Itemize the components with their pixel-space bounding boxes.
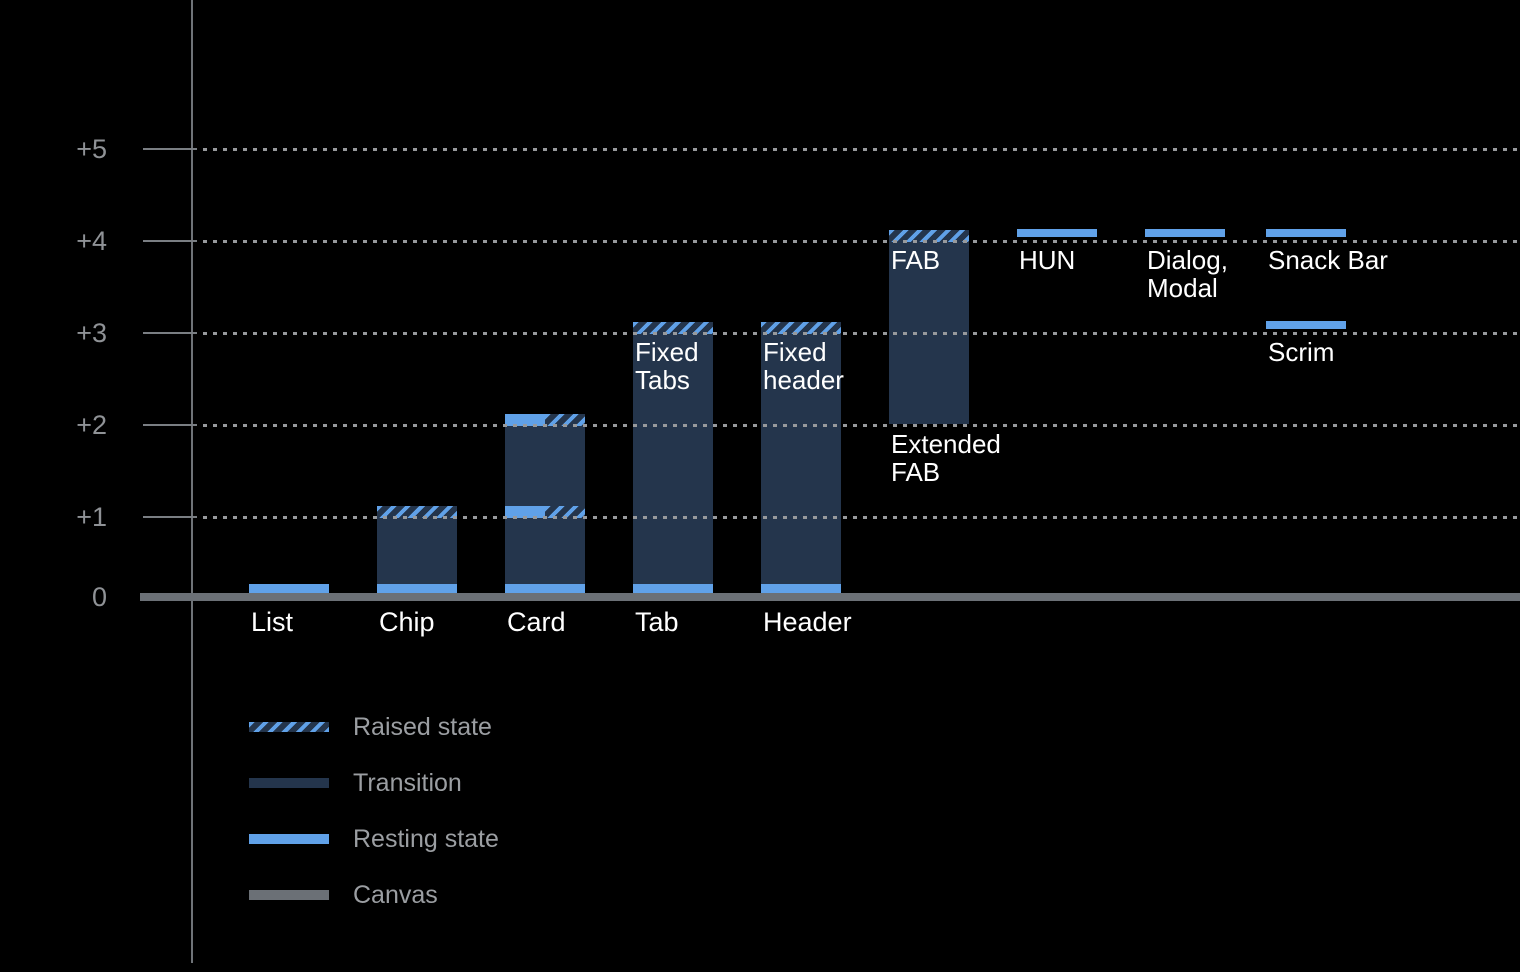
bar-snackbar-scrim-resting_float [1266, 320, 1346, 329]
legend-label-transition: Transition [353, 769, 462, 797]
label-hun: HUN [1019, 244, 1076, 275]
y-tick-line-+1 [143, 515, 197, 518]
y-tick-label-+2: +2 [76, 409, 107, 440]
bar-snackbar-scrim-resting_float [1266, 228, 1346, 237]
bar-card-transition [505, 425, 585, 584]
legend-label-resting: Resting state [353, 825, 499, 853]
label-snackbar-scrim: Scrim [1268, 336, 1335, 367]
y-tick-label-+4: +4 [76, 225, 107, 256]
legend-label-raised: Raised state [353, 713, 492, 741]
legend-swatch-transition [249, 778, 329, 788]
y-tick-label-0: 0 [91, 582, 107, 612]
legend-swatch-raised [249, 722, 329, 732]
legend-swatch-canvas [249, 890, 329, 900]
label-fab: Extended FAB [891, 428, 1001, 487]
bar-dialog-modal-resting_float [1145, 228, 1225, 237]
legend-swatch-resting [249, 834, 329, 844]
bar-tab-transition [633, 333, 713, 584]
label-snackbar-scrim: Snack Bar [1268, 244, 1388, 275]
bar-card-resting-half [505, 505, 545, 518]
y-tick-label-+3: +3 [76, 317, 107, 348]
bar-tab-resting_ground [633, 584, 713, 593]
gridline-+5 [203, 147, 1520, 151]
y-tick-line-+3 [143, 331, 197, 334]
bar-list-resting_ground [249, 584, 329, 593]
y-tick-label-+1: +1 [76, 501, 107, 532]
bar-hun-resting_float [1017, 228, 1097, 237]
label-card: Card [507, 607, 566, 637]
y-axis-line [191, 0, 193, 963]
bar-card-split_band [505, 413, 585, 426]
y-tick-line-+5 [143, 147, 197, 150]
bar-card-raised-half [545, 413, 585, 426]
bar-card-resting-half [505, 413, 545, 426]
bar-header-resting_ground [761, 584, 841, 593]
gridline-+2 [203, 423, 1520, 427]
gridline-+3 [203, 331, 1520, 335]
bar-card-raised-half [545, 505, 585, 518]
legend-label-canvas: Canvas [353, 881, 438, 909]
bar-fab-raised_band [889, 229, 969, 242]
y-tick-label-+5: +5 [76, 133, 107, 164]
gridline-+4 [203, 239, 1520, 243]
label-header: Header [763, 607, 852, 637]
label-tab: Tab [635, 607, 679, 637]
bar-tab-raised_band [633, 321, 713, 334]
bar-chip-resting_ground [377, 584, 457, 593]
label-tab: Fixed Tabs [635, 336, 699, 395]
bar-header-transition [761, 333, 841, 584]
y-tick-line-+4 [143, 239, 197, 242]
bar-chip-raised_band [377, 505, 457, 518]
label-chip: Chip [379, 607, 435, 637]
y-tick-line-+2 [143, 423, 197, 426]
bar-card-resting_ground [505, 584, 585, 593]
label-header: Fixed header [763, 336, 844, 395]
label-fab: FAB [891, 244, 941, 275]
bar-header-raised_band [761, 321, 841, 334]
bar-chip-transition [377, 517, 457, 584]
label-list: List [251, 607, 294, 637]
label-dialog-modal: Dialog, Modal [1147, 244, 1228, 303]
gridline-+1 [203, 515, 1520, 519]
bar-card-split_band [505, 505, 585, 518]
canvas-baseline [140, 593, 1520, 601]
